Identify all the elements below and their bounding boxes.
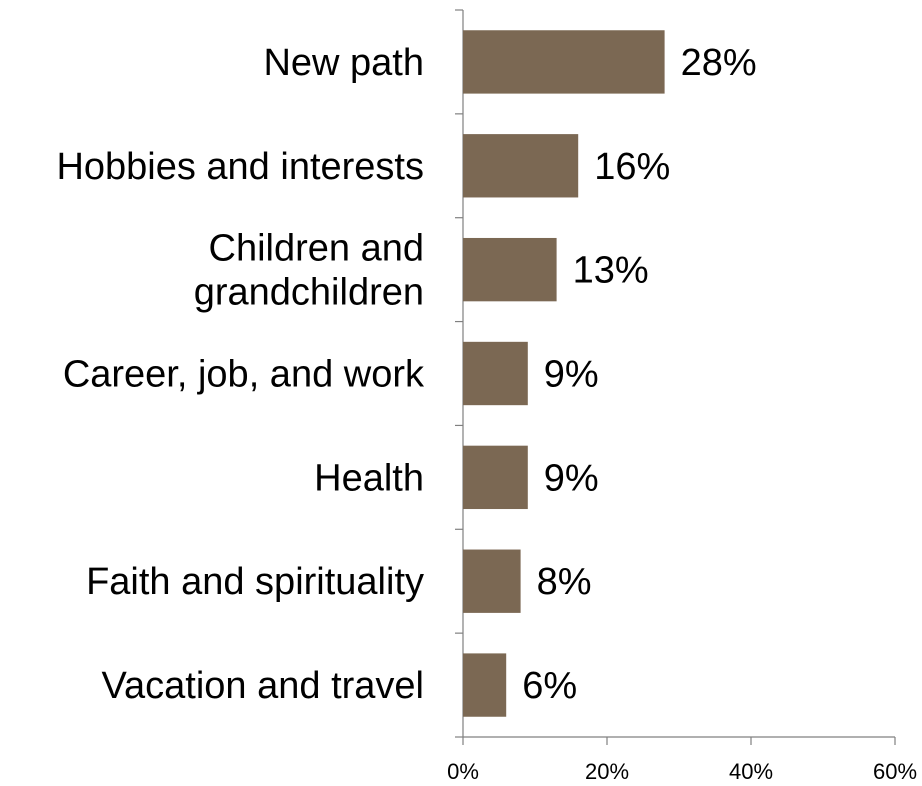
value-label: 9% [544,457,599,499]
x-tick-label: 40% [729,759,773,784]
value-label: 8% [537,561,592,603]
category-label: New path [263,42,424,84]
bar [463,549,521,613]
y-axis-ticks [455,9,463,738]
value-label: 9% [544,354,599,396]
value-label: 16% [594,146,670,188]
bar [463,134,579,198]
x-tick-label: 20% [585,759,629,784]
category-label: Children and grandchildren [194,228,424,314]
bar [463,237,557,302]
category-label: Vacation and travel [102,665,425,707]
bar [463,653,507,717]
x-tick-label: 0% [447,759,479,784]
value-label: 28% [681,42,757,84]
value-label: 13% [573,250,649,292]
category-label: Career, job, and work [63,354,425,396]
bars [463,30,665,717]
category-label: Hobbies and interests [56,146,424,188]
category-labels: New path Hobbies and interests Children an… [56,42,425,707]
category-label: Faith and spirituality [86,561,424,603]
x-axis-ticks: 0% 20% 40% 60% [447,737,917,784]
bar [463,445,528,510]
bar [463,30,665,94]
category-label: Health [314,457,424,499]
value-label: 6% [522,665,577,707]
value-labels: 28% 16% 13% 9% 9% 8% 6% [522,42,756,707]
x-tick-label: 60% [873,759,917,784]
bar [463,341,528,406]
